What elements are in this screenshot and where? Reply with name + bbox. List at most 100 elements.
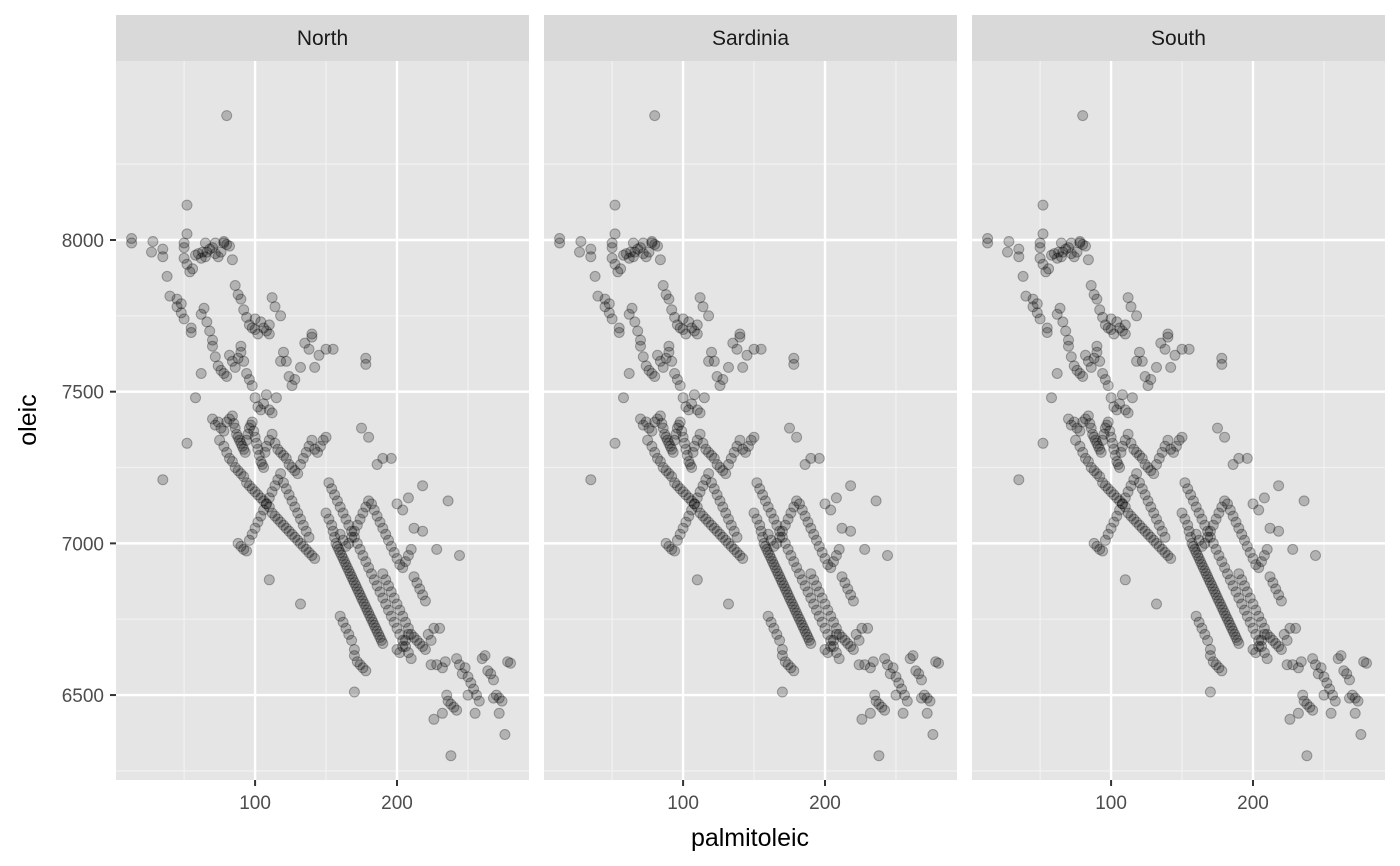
data-point xyxy=(599,293,611,305)
data-point xyxy=(198,302,210,314)
data-point xyxy=(235,540,247,552)
data-point xyxy=(259,446,271,458)
data-point xyxy=(488,692,499,704)
data-point xyxy=(794,568,805,580)
data-point xyxy=(788,665,800,677)
data-point xyxy=(1318,671,1330,683)
data-point xyxy=(431,543,443,555)
data-point xyxy=(181,228,193,240)
data-point xyxy=(326,519,338,531)
data-point xyxy=(656,418,668,429)
data-point xyxy=(1267,577,1279,589)
data-point xyxy=(1151,361,1162,373)
data-point xyxy=(1179,477,1191,489)
data-point xyxy=(377,638,389,649)
data-point xyxy=(649,446,661,458)
data-point xyxy=(485,668,497,680)
data-point xyxy=(283,489,295,501)
data-point xyxy=(370,622,382,634)
data-point xyxy=(728,525,740,537)
data-point xyxy=(1162,331,1174,343)
data-point xyxy=(505,657,516,669)
data-point xyxy=(411,634,423,646)
data-point xyxy=(1327,689,1338,701)
data-point xyxy=(635,340,646,352)
data-point xyxy=(1324,683,1336,695)
data-point xyxy=(671,319,683,331)
data-point xyxy=(1040,266,1052,278)
data-point xyxy=(1220,610,1232,622)
data-point xyxy=(774,531,786,543)
data-point xyxy=(828,634,839,646)
data-point xyxy=(646,368,658,379)
data-point xyxy=(1292,707,1304,719)
data-point xyxy=(1275,644,1287,655)
data-point xyxy=(1105,392,1117,404)
data-point xyxy=(469,707,481,719)
data-point xyxy=(360,601,372,613)
data-point xyxy=(1037,437,1049,449)
data-point xyxy=(400,556,411,568)
data-point xyxy=(258,495,270,507)
data-point xyxy=(374,516,386,528)
data-point xyxy=(853,659,865,671)
data-point xyxy=(660,352,672,364)
data-point xyxy=(599,301,611,313)
data-point xyxy=(686,462,698,473)
data-point xyxy=(434,622,446,634)
data-point xyxy=(289,531,301,543)
data-point xyxy=(660,289,672,301)
data-point xyxy=(1233,522,1245,534)
data-point xyxy=(1190,610,1202,622)
data-point xyxy=(856,622,868,634)
data-point xyxy=(1122,407,1134,419)
data-point xyxy=(1139,459,1151,470)
data-point xyxy=(204,325,216,337)
data-point xyxy=(1199,519,1211,531)
data-point xyxy=(402,628,414,640)
data-point xyxy=(394,647,406,659)
data-point xyxy=(761,543,773,555)
data-point xyxy=(845,525,857,537)
data-point xyxy=(303,343,315,355)
data-point xyxy=(657,462,669,473)
data-point xyxy=(667,446,679,458)
data-point xyxy=(836,631,848,643)
data-point xyxy=(292,507,304,519)
data-point xyxy=(796,574,808,586)
data-point xyxy=(1119,319,1131,331)
data-point xyxy=(734,434,746,446)
data-point xyxy=(674,380,686,392)
data-point xyxy=(637,248,649,260)
data-point xyxy=(351,656,363,668)
data-point xyxy=(1250,559,1262,571)
data-point xyxy=(635,413,646,425)
data-point xyxy=(1224,619,1236,631)
data-point xyxy=(1074,368,1086,379)
data-point xyxy=(850,628,862,640)
data-point xyxy=(323,477,335,489)
data-point xyxy=(394,628,406,640)
data-point xyxy=(748,431,760,443)
data-point xyxy=(1349,707,1361,719)
data-point xyxy=(280,483,292,495)
data-point xyxy=(1102,380,1114,392)
data-point xyxy=(229,280,241,291)
data-point xyxy=(1197,562,1209,574)
data-point xyxy=(674,483,686,495)
data-point xyxy=(1125,480,1137,492)
data-point xyxy=(269,301,281,313)
data-point xyxy=(924,695,936,707)
data-point xyxy=(175,307,187,319)
data-point xyxy=(876,701,888,713)
data-point xyxy=(788,501,800,513)
data-point xyxy=(197,246,209,258)
data-point xyxy=(1162,328,1174,340)
data-point xyxy=(340,513,352,525)
data-point xyxy=(266,486,278,498)
data-point xyxy=(788,601,800,613)
data-point xyxy=(1054,302,1066,314)
data-point xyxy=(243,374,255,385)
data-point xyxy=(785,507,797,519)
data-point xyxy=(417,480,429,492)
